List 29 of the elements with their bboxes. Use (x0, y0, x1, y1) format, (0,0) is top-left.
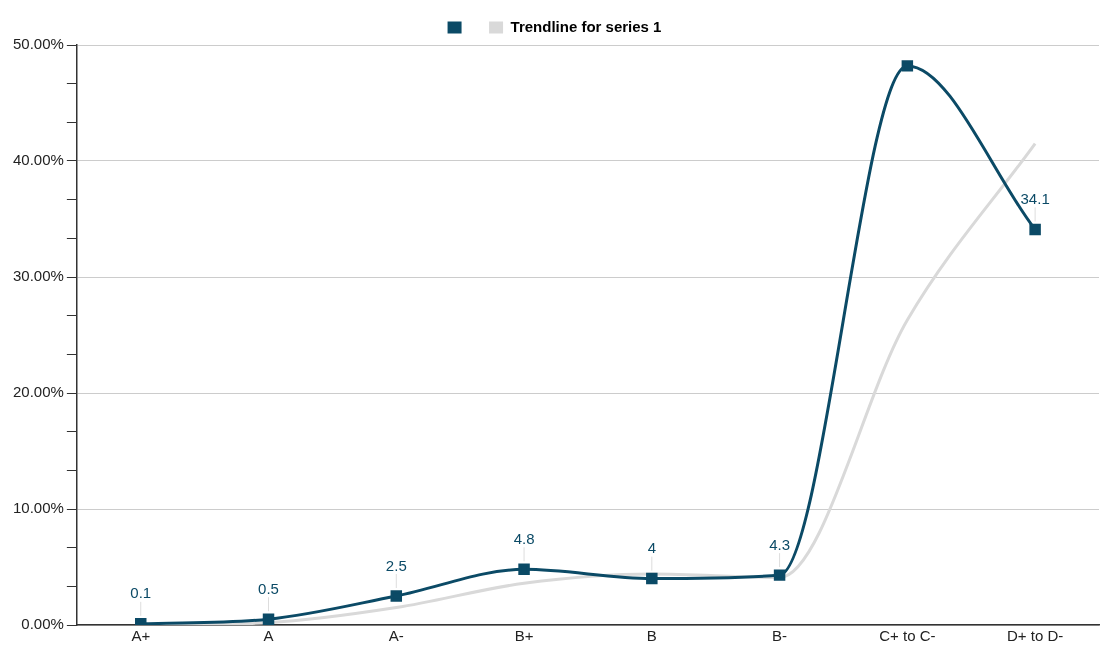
point (262, 613, 275, 625)
data-label: 4.3 (769, 535, 791, 553)
x-tick-label: C+ to C- (879, 627, 936, 645)
point (1029, 223, 1041, 236)
point (646, 572, 658, 585)
data-label: 0.1 (130, 584, 152, 602)
x-tick-label: B- (772, 627, 788, 645)
point (901, 60, 914, 72)
data-label: 4 (647, 539, 656, 557)
data-label: 34.1 (1020, 190, 1050, 208)
x-tick-label: A- (388, 627, 404, 645)
x-tick-label: A (263, 627, 274, 645)
x-tick-label: D+ to D- (1006, 627, 1064, 645)
data-label: 2.5 (385, 556, 407, 574)
legend-label: Trendline for series 1 (510, 17, 662, 35)
point (773, 569, 786, 581)
y-tick-label: 10.00% (13, 499, 64, 517)
y-tick-label: 40.00% (13, 151, 64, 169)
y-tick-label: 0.00% (21, 615, 64, 633)
y-tick-label: 20.00% (13, 383, 64, 401)
point (390, 590, 403, 602)
x-tick-label: B+ (514, 627, 534, 645)
x-tick-label: A+ (131, 627, 151, 645)
data-label: 0.5 (258, 579, 279, 597)
x-tick-label: B (646, 627, 657, 645)
y-tick-label: 30.00% (13, 267, 64, 285)
point (518, 563, 530, 576)
y-tick-label: 50.00% (13, 35, 64, 53)
data-label: 4.8 (513, 529, 535, 547)
